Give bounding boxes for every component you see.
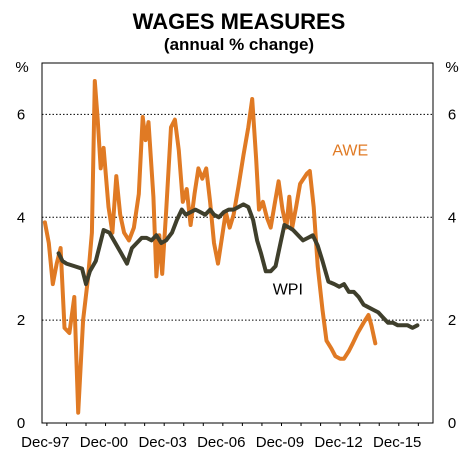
chart-title: WAGES MEASURES bbox=[133, 9, 346, 34]
y-tick-right-6: 6 bbox=[448, 106, 456, 123]
right-unit-label: % bbox=[445, 59, 458, 76]
series-lines bbox=[42, 79, 420, 415]
y-tick-left-4: 4 bbox=[17, 209, 25, 226]
y-axis-right-labels: 0 2 4 6 bbox=[448, 106, 456, 432]
x-tick-label: Dec-00 bbox=[80, 434, 128, 451]
x-tick-label: Dec-12 bbox=[314, 434, 362, 451]
plot-frame bbox=[41, 62, 434, 424]
series-line-wpi bbox=[56, 202, 420, 330]
left-unit-label: % bbox=[15, 59, 28, 76]
x-tick-label: Dec-06 bbox=[197, 434, 245, 451]
gridlines bbox=[42, 113, 433, 321]
y-axis-left-labels: 0 2 4 6 bbox=[17, 106, 25, 432]
y-tick-left-0: 0 bbox=[17, 415, 25, 432]
y-tick-right-2: 2 bbox=[448, 312, 456, 329]
y-tick-left-2: 2 bbox=[17, 312, 25, 329]
series-label-awe: AWE bbox=[332, 143, 368, 160]
x-tick-label: Dec-97 bbox=[21, 434, 69, 451]
x-tick-label: Dec-03 bbox=[138, 434, 186, 451]
y-tick-left-6: 6 bbox=[17, 106, 25, 123]
x-tick-marks bbox=[46, 423, 419, 426]
x-tick-label: Dec-09 bbox=[256, 434, 304, 451]
chart-subtitle: (annual % change) bbox=[164, 35, 314, 54]
x-axis-labels: Dec-97 Dec-00 Dec-03 Dec-06 Dec-09 Dec-12 Dec-… bbox=[21, 434, 421, 451]
series-label-wpi: WPI bbox=[273, 281, 303, 298]
x-tick-label: Dec-15 bbox=[373, 434, 421, 451]
series-labels: AWE WPI bbox=[273, 143, 368, 299]
y-tick-right-0: 0 bbox=[448, 415, 456, 432]
series-line-awe bbox=[42, 79, 378, 415]
y-tick-right-4: 4 bbox=[448, 209, 456, 226]
